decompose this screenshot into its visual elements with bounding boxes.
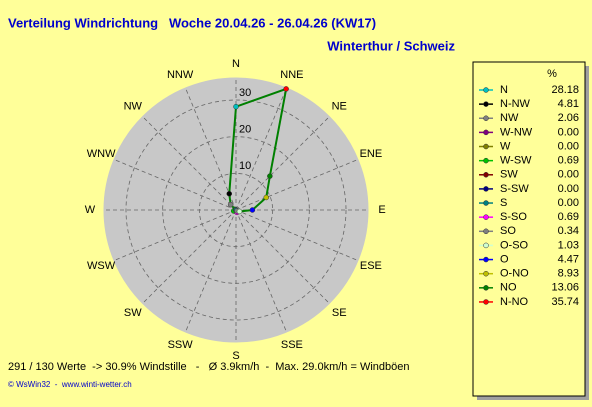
- legend-value: 2.06: [558, 112, 579, 124]
- direction-label: S: [232, 350, 239, 362]
- legend-label: NO: [500, 282, 517, 294]
- legend-value: 0.00: [558, 126, 579, 138]
- grid-ring: [162, 136, 310, 284]
- legend-label: NW: [500, 112, 519, 124]
- direction-label: NW: [124, 101, 143, 113]
- spoke: [235, 209, 287, 333]
- direction-label: SW: [124, 307, 142, 319]
- legend-swatch: [483, 143, 489, 150]
- spoke: [235, 209, 330, 304]
- direction-label: SSW: [168, 339, 194, 351]
- legend-label: O: [500, 253, 509, 265]
- legend-swatch: [483, 101, 489, 107]
- data-point: [267, 173, 273, 179]
- legend-swatch: [483, 129, 489, 136]
- legend-value: 1.03: [558, 239, 579, 251]
- credit: © WsWin32 - www.winti-wetter.ch: [8, 380, 132, 389]
- legend-swatch: [483, 157, 489, 164]
- direction-label: E: [378, 204, 385, 216]
- legend-label: N-NW: [500, 98, 531, 110]
- direction-label: NNW: [167, 69, 194, 81]
- legend-label: O-SO: [500, 239, 529, 251]
- legend-title: %: [547, 68, 557, 80]
- legend-value: 35.74: [551, 296, 579, 308]
- direction-label: WSW: [87, 260, 116, 272]
- data-point: [233, 103, 239, 110]
- legend-value: 0.00: [558, 197, 579, 209]
- grid-ring: [198, 172, 274, 248]
- legend-swatch: [483, 242, 489, 249]
- legend-value: 0.00: [558, 183, 579, 195]
- legend-swatch: [483, 256, 489, 263]
- legend-swatch: [483, 270, 489, 277]
- spoke: [185, 209, 237, 333]
- legend-label: N-NO: [500, 296, 529, 308]
- data-point: [236, 208, 243, 215]
- spoke: [142, 116, 237, 211]
- legend-value: 4.47: [558, 253, 579, 265]
- spoke: [235, 209, 359, 261]
- data-point: [249, 207, 256, 213]
- legend-label: N: [500, 84, 508, 96]
- legend-label: W: [500, 140, 511, 152]
- direction-label: ESE: [360, 260, 382, 272]
- data-point: [263, 194, 270, 201]
- direction-label: NE: [332, 101, 347, 113]
- r-tick-label: 10: [239, 160, 251, 172]
- legend-value: 0.00: [558, 169, 579, 181]
- spoke: [113, 209, 237, 261]
- grid-ring: [125, 99, 347, 321]
- legend-label: W-SW: [500, 155, 532, 167]
- legend-label: SO: [500, 225, 516, 237]
- legend-swatch: [483, 200, 489, 206]
- direction-label: ENE: [360, 148, 383, 160]
- legend-value: 8.93: [558, 268, 579, 280]
- direction-label: W: [85, 204, 96, 216]
- spoke: [113, 159, 237, 211]
- spoke: [235, 159, 359, 211]
- legend-value: 4.81: [558, 98, 579, 110]
- legend-value: 0.00: [558, 140, 579, 152]
- chart-subtitle: Winterthur / Schweiz: [327, 38, 455, 53]
- r-tick-label: 20: [239, 124, 251, 136]
- data-point: [283, 86, 289, 92]
- spoke: [142, 209, 237, 304]
- legend-swatch: [483, 299, 489, 305]
- legend-value: 0.69: [558, 211, 579, 223]
- legend-swatch: [483, 172, 489, 178]
- chart-title: Verteilung Windrichtung Woche 20.04.26 -…: [8, 15, 376, 30]
- r-tick-label: 30: [239, 87, 251, 99]
- direction-label: N: [232, 58, 240, 70]
- data-point: [227, 201, 234, 208]
- spoke: [235, 116, 330, 211]
- spoke: [185, 87, 237, 211]
- spoke: [235, 87, 287, 211]
- legend-label: W-NW: [500, 126, 533, 138]
- legend-label: O-NO: [500, 268, 529, 280]
- legend-label: S-SW: [500, 183, 529, 195]
- data-point: [226, 190, 233, 197]
- legend-label: SW: [500, 169, 518, 181]
- legend-swatch: [483, 186, 489, 192]
- legend-swatch: [483, 87, 489, 93]
- legend-value: 0.34: [558, 225, 579, 237]
- direction-label: WNW: [87, 148, 116, 160]
- legend-value: 13.06: [551, 282, 579, 294]
- legend-value: 28.18: [551, 84, 579, 96]
- direction-label: SSE: [281, 339, 303, 351]
- footer: 291 / 130 Werte -> 30.9% Windstille - Ø …: [8, 361, 409, 373]
- legend-swatch: [483, 285, 489, 291]
- legend-swatch: [483, 115, 489, 122]
- legend-swatch: [483, 228, 489, 235]
- legend-label: S-SO: [500, 211, 527, 223]
- legend-swatch: [483, 214, 489, 220]
- direction-label: NNE: [280, 69, 303, 81]
- legend-value: 0.69: [558, 155, 579, 167]
- direction-label: SE: [332, 307, 347, 319]
- legend-label: S: [500, 197, 507, 209]
